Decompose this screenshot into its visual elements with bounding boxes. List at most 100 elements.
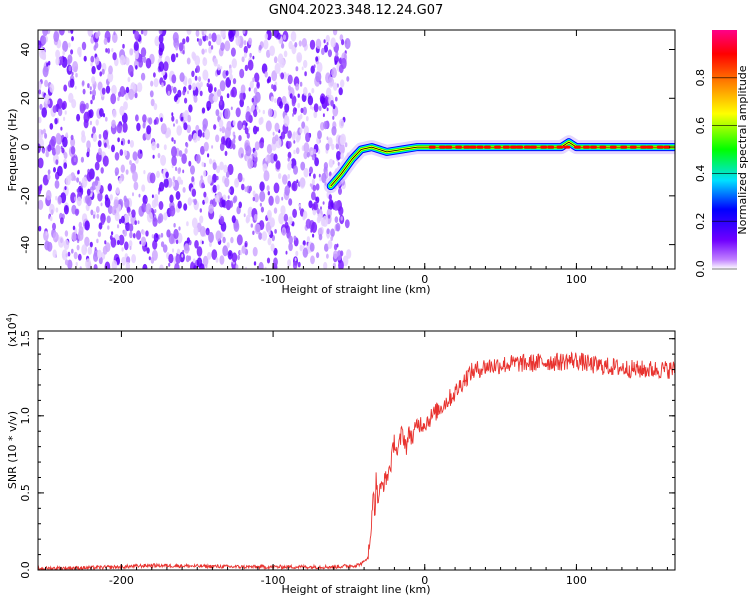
- noise-blob: [175, 119, 179, 124]
- noise-blob: [178, 226, 181, 231]
- noise-scatter: [38, 30, 352, 269]
- noise-blob: [135, 65, 138, 70]
- noise-blob: [261, 63, 268, 74]
- noise-blob: [325, 72, 331, 84]
- noise-blob: [287, 85, 292, 92]
- noise-blob: [173, 228, 179, 240]
- noise-blob: [168, 253, 174, 264]
- noise-blob: [316, 252, 320, 259]
- noise-blob: [74, 228, 78, 235]
- noise-blob: [132, 151, 138, 161]
- noise-blob: [103, 37, 108, 46]
- noise-blob: [248, 87, 251, 92]
- noise-blob: [142, 229, 146, 236]
- noise-blob: [94, 179, 99, 186]
- noise-blob: [239, 92, 244, 101]
- noise-blob: [75, 261, 78, 267]
- noise-blob: [100, 202, 103, 207]
- noise-blob: [340, 57, 347, 70]
- x-tick-label: -200: [109, 574, 134, 587]
- noise-blob: [49, 203, 55, 215]
- noise-blob: [241, 245, 246, 254]
- noise-blob: [101, 68, 105, 75]
- noise-blob: [212, 184, 217, 193]
- noise-blob: [124, 214, 130, 223]
- noise-blob: [111, 144, 115, 153]
- noise-blob: [323, 39, 326, 44]
- noise-blob: [330, 100, 334, 107]
- noise-blob: [332, 30, 338, 36]
- noise-blob: [185, 36, 190, 43]
- noise-blob: [171, 155, 177, 166]
- noise-blob: [38, 131, 42, 138]
- noise-blob: [118, 91, 122, 98]
- noise-blob: [338, 87, 343, 96]
- noise-blob: [108, 65, 113, 75]
- noise-blob: [111, 260, 118, 269]
- noise-blob: [160, 241, 165, 248]
- noise-blob: [191, 188, 197, 197]
- noise-blob: [219, 161, 224, 171]
- noise-blob: [114, 152, 120, 161]
- noise-blob: [191, 176, 195, 183]
- noise-blob: [72, 225, 76, 231]
- noise-blob: [132, 192, 134, 197]
- noise-blob: [265, 156, 268, 162]
- noise-blob: [303, 86, 308, 96]
- noise-blob: [308, 200, 313, 209]
- noise-blob: [151, 138, 154, 142]
- noise-blob: [301, 38, 307, 48]
- noise-blob: [97, 140, 102, 148]
- noise-blob: [47, 173, 51, 181]
- noise-blob: [102, 245, 108, 255]
- noise-blob: [176, 125, 182, 136]
- noise-blob: [195, 154, 201, 164]
- noise-blob: [187, 90, 189, 95]
- noise-blob: [271, 70, 278, 82]
- noise-blob: [297, 55, 301, 62]
- noise-blob: [326, 42, 329, 46]
- noise-blob: [157, 152, 161, 159]
- noise-blob: [40, 129, 44, 135]
- noise-blob: [73, 251, 78, 260]
- noise-blob: [139, 149, 143, 154]
- noise-blob: [273, 257, 278, 267]
- noise-blob: [287, 157, 290, 162]
- noise-blob: [143, 170, 146, 175]
- noise-blob: [64, 110, 67, 115]
- noise-blob: [287, 130, 292, 139]
- noise-blob: [293, 140, 296, 144]
- noise-blob: [71, 71, 74, 76]
- noise-blob: [140, 47, 147, 58]
- noise-blob: [225, 70, 229, 76]
- noise-blob: [87, 246, 93, 255]
- noise-blob: [48, 60, 51, 66]
- noise-blob: [215, 230, 222, 242]
- noise-blob: [142, 263, 148, 269]
- noise-blob: [243, 40, 247, 46]
- noise-blob: [325, 34, 330, 43]
- noise-blob: [222, 245, 229, 257]
- noise-blob: [49, 216, 53, 222]
- noise-blob: [245, 145, 252, 157]
- noise-blob: [198, 38, 203, 46]
- noise-blob: [118, 234, 125, 246]
- noise-blob: [273, 207, 278, 214]
- noise-blob: [104, 261, 111, 269]
- noise-blob: [184, 148, 188, 154]
- noise-blob: [171, 74, 177, 84]
- noise-blob: [325, 143, 330, 151]
- noise-blob: [202, 118, 208, 129]
- noise-blob: [123, 101, 128, 111]
- x-tick-label: 0: [421, 574, 428, 587]
- noise-blob: [333, 243, 338, 251]
- noise-blob: [226, 93, 230, 99]
- noise-blob: [102, 155, 109, 167]
- noise-blob: [55, 207, 59, 213]
- noise-blob: [252, 196, 255, 202]
- noise-blob: [310, 65, 315, 74]
- noise-blob: [175, 254, 181, 264]
- noise-blob: [145, 58, 152, 69]
- noise-blob: [52, 249, 57, 258]
- noise-blob: [244, 242, 247, 248]
